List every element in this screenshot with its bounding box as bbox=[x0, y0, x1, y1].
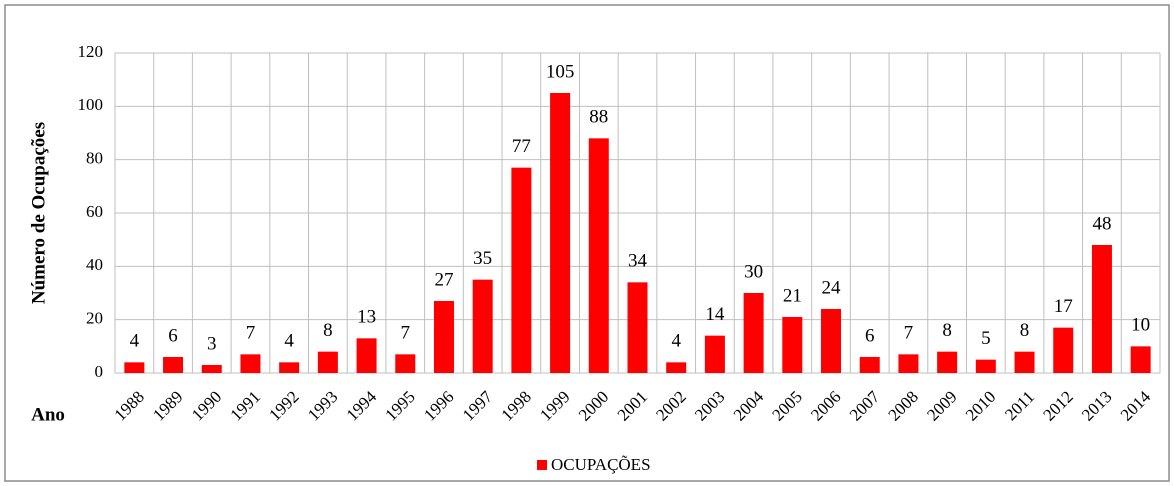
x-tick-label: 2006 bbox=[807, 387, 844, 424]
bar bbox=[317, 351, 338, 373]
x-tick-label: 2000 bbox=[575, 387, 612, 424]
data-label: 13 bbox=[357, 307, 376, 328]
bar bbox=[782, 317, 803, 373]
x-tick-label: 2004 bbox=[730, 387, 768, 425]
data-label: 17 bbox=[1054, 296, 1073, 317]
x-tick-label: 1998 bbox=[498, 387, 535, 424]
data-label: 34 bbox=[628, 251, 648, 272]
bar bbox=[704, 335, 725, 373]
bar bbox=[1130, 346, 1151, 373]
x-tick-label: 1990 bbox=[188, 387, 225, 424]
data-label: 4 bbox=[130, 331, 140, 352]
data-label: 7 bbox=[401, 323, 411, 344]
y-tick-label: 0 bbox=[95, 362, 104, 381]
bar bbox=[240, 354, 261, 373]
x-tick-label: 2014 bbox=[1117, 387, 1155, 425]
data-label: 27 bbox=[434, 269, 453, 290]
bar bbox=[1091, 245, 1112, 373]
data-label: 4 bbox=[284, 331, 294, 352]
x-tick-label: 2008 bbox=[885, 387, 922, 424]
bar bbox=[588, 138, 609, 373]
x-tick-label: 2007 bbox=[846, 387, 884, 425]
bar bbox=[124, 362, 145, 373]
y-tick-label: 20 bbox=[86, 309, 103, 328]
data-label: 14 bbox=[705, 304, 725, 325]
bar bbox=[1014, 351, 1035, 373]
bar bbox=[743, 293, 764, 373]
bar bbox=[937, 351, 958, 373]
data-label: 8 bbox=[1020, 320, 1030, 341]
x-tick-label: 1988 bbox=[110, 387, 147, 424]
data-label: 88 bbox=[589, 107, 608, 128]
bar bbox=[859, 357, 880, 373]
x-tick-label: 2012 bbox=[1039, 387, 1076, 424]
y-tick-label: 40 bbox=[86, 255, 103, 274]
data-label: 8 bbox=[323, 320, 333, 341]
bar bbox=[550, 93, 571, 373]
x-tick-label: 1993 bbox=[304, 387, 341, 424]
x-tick-label: 1997 bbox=[459, 387, 497, 425]
data-label: 24 bbox=[822, 277, 842, 298]
bar bbox=[666, 362, 687, 373]
y-tick-label: 80 bbox=[86, 149, 103, 168]
x-tick-label: 2013 bbox=[1078, 387, 1115, 424]
data-label: 7 bbox=[246, 323, 256, 344]
x-tick-label: 2005 bbox=[768, 387, 805, 424]
bar bbox=[627, 282, 648, 373]
y-axis-label: Número de Ocupações bbox=[28, 122, 49, 304]
x-tick-label: 1994 bbox=[343, 387, 381, 425]
legend-label: OCUPAÇÕES bbox=[551, 455, 651, 474]
bar bbox=[1053, 327, 1074, 373]
bar bbox=[472, 279, 493, 373]
x-tick-label: 1999 bbox=[536, 387, 573, 424]
bar bbox=[898, 354, 919, 373]
x-tick-label: 1992 bbox=[265, 387, 302, 424]
bar bbox=[433, 301, 454, 373]
bar bbox=[511, 167, 532, 373]
x-tick-label: 2011 bbox=[1001, 387, 1038, 424]
data-label: 6 bbox=[865, 325, 875, 346]
data-label: 10 bbox=[1131, 315, 1150, 336]
bar bbox=[356, 338, 377, 373]
y-tick-label: 60 bbox=[86, 202, 103, 221]
frame bbox=[4, 4, 1170, 482]
data-label: 4 bbox=[671, 331, 681, 352]
bar bbox=[975, 359, 996, 373]
y-tick-label: 100 bbox=[78, 95, 104, 114]
data-label: 48 bbox=[1092, 213, 1111, 234]
data-label: 7 bbox=[904, 323, 914, 344]
data-label: 6 bbox=[168, 325, 178, 346]
bar bbox=[201, 365, 222, 373]
x-tick-label: 2003 bbox=[691, 387, 728, 424]
data-label: 30 bbox=[744, 261, 763, 282]
y-tick-label: 120 bbox=[78, 42, 104, 61]
x-tick-label: 2009 bbox=[923, 387, 960, 424]
x-tick-label: 2002 bbox=[652, 387, 689, 424]
data-label: 8 bbox=[942, 320, 952, 341]
bar bbox=[395, 354, 416, 373]
legend-swatch bbox=[537, 460, 547, 470]
x-tick-label: 1996 bbox=[420, 387, 457, 424]
bar bbox=[279, 362, 300, 373]
x-tick-label: 1991 bbox=[227, 387, 264, 424]
bar bbox=[821, 309, 842, 373]
x-tick-label: 2001 bbox=[614, 387, 651, 424]
data-label: 21 bbox=[783, 285, 802, 306]
x-tick-label: 2010 bbox=[962, 387, 999, 424]
x-axis-label: Ano bbox=[31, 404, 65, 425]
data-label: 3 bbox=[207, 333, 217, 354]
data-label: 77 bbox=[512, 136, 531, 157]
x-tick-label: 1995 bbox=[381, 387, 418, 424]
data-label: 5 bbox=[981, 328, 991, 349]
data-label: 105 bbox=[546, 61, 575, 82]
data-label: 35 bbox=[473, 248, 492, 269]
x-tick-label: 1989 bbox=[149, 387, 186, 424]
bar bbox=[163, 357, 184, 373]
